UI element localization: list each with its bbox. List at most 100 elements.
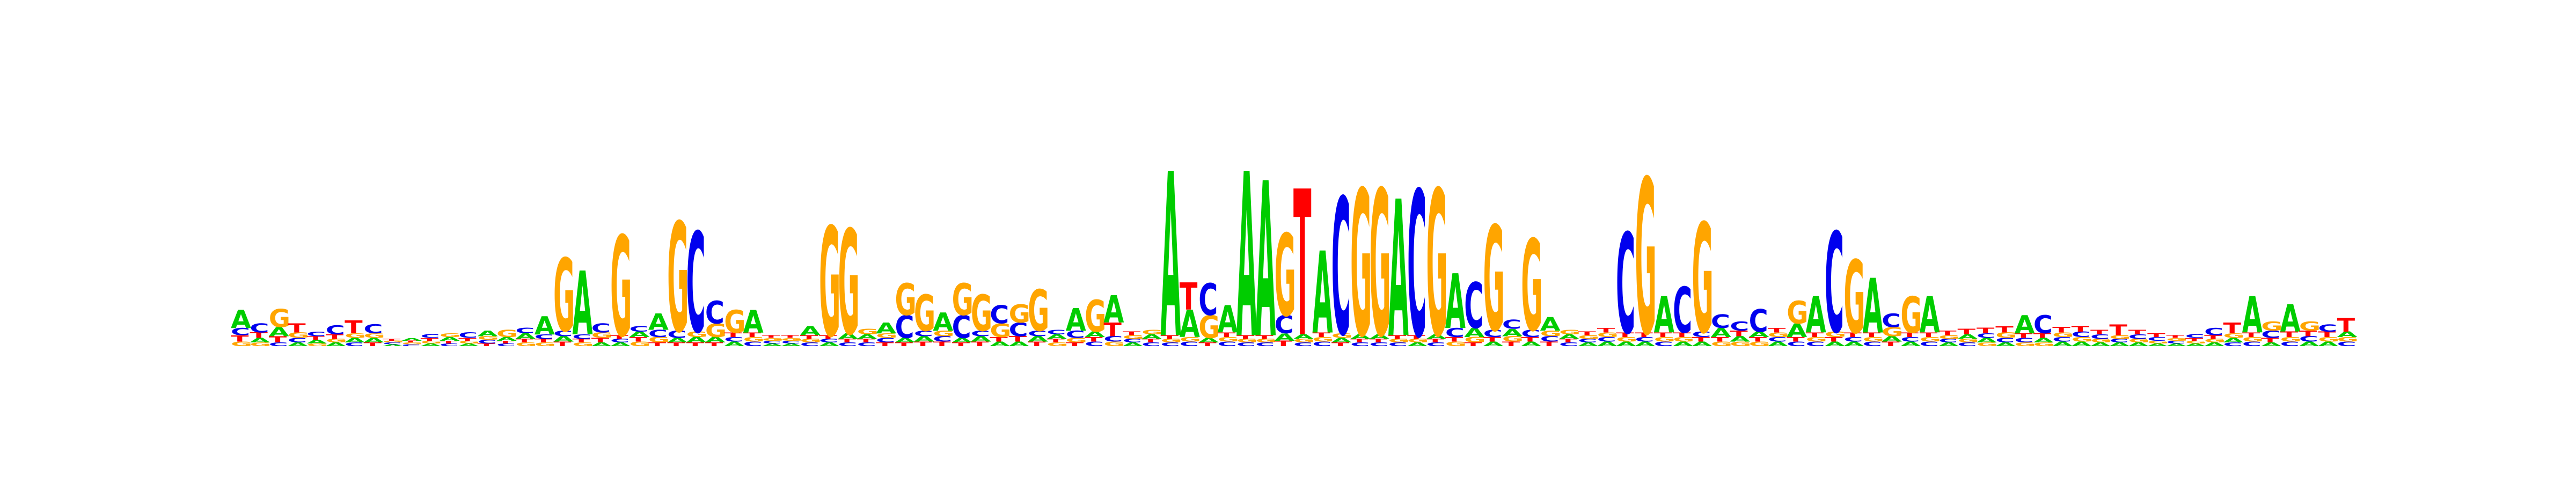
logo-letter-t-pos-81: T: [1749, 336, 1767, 343]
logo-letter-a-pos-18: A: [553, 334, 574, 343]
logo-letter-a-pos-100: A: [2109, 342, 2130, 348]
logo-letter-a-pos-61: A: [1369, 333, 1390, 340]
logo-letter-g-pos-15: G: [496, 328, 518, 340]
logo-letter-g-pos-19: G: [572, 342, 594, 348]
logo-letter-t-pos-38: T: [933, 341, 951, 348]
logo-letter-g-pos-39: G: [952, 275, 974, 325]
logo-letter-a-pos-101: A: [2128, 342, 2149, 348]
logo-letter-a-pos-65: A: [1445, 259, 1466, 346]
logo-letter-a-pos-86: A: [1843, 341, 1864, 348]
logo-letter-g-pos-3: G: [269, 304, 290, 333]
logo-letter-g-pos-75: G: [1635, 135, 1656, 383]
logo-letter-a-pos-82: A: [1768, 341, 1789, 348]
logo-letter-a-pos-21: A: [610, 342, 631, 348]
logo-letter-a-pos-45: A: [1066, 302, 1086, 338]
logo-letter-c-pos-98: C: [2072, 330, 2091, 339]
logo-letter-g-pos-78: G: [1692, 193, 1714, 368]
logo-letter-t-pos-42: T: [1009, 334, 1027, 343]
logo-letter-c-pos-92: C: [1958, 342, 1977, 348]
logo-letter-c-pos-82: C: [1768, 336, 1787, 343]
logo-letter-t-pos-63: T: [1407, 334, 1425, 340]
logo-letter-a-pos-108: A: [2261, 342, 2282, 348]
logo-letter-a-pos-87: A: [1863, 263, 1883, 350]
logo-letter-c-pos-105: C: [2204, 326, 2223, 338]
logo-letter-g-pos-111: G: [2318, 336, 2339, 343]
logo-letter-t-pos-70: T: [1540, 341, 1558, 348]
logo-letter-t-pos-1: T: [231, 333, 249, 343]
logo-letter-a-pos-42: A: [1009, 341, 1030, 348]
logo-letter-t-pos-111: T: [2318, 330, 2336, 339]
logo-letter-t-pos-85: T: [1825, 336, 1843, 343]
logo-letter-a-pos-51: A: [1180, 303, 1200, 346]
logo-letter-g-pos-52: G: [1198, 309, 1220, 346]
logo-letter-t-pos-99: T: [2090, 328, 2109, 335]
logo-letter-t-pos-56: T: [1275, 339, 1293, 348]
logo-letter-a-pos-13: A: [458, 343, 479, 347]
logo-letter-a-pos-26: A: [705, 335, 726, 345]
logo-letter-c-pos-16: C: [515, 326, 535, 335]
logo-letter-t-pos-23: T: [648, 342, 666, 348]
logo-letter-c-pos-49: C: [1141, 342, 1161, 348]
logo-letter-a-pos-80: A: [1730, 334, 1750, 343]
logo-letter-t-pos-6: T: [326, 333, 344, 340]
logo-letter-g-pos-71: G: [1559, 328, 1580, 335]
logo-letter-a-pos-37: A: [914, 334, 934, 343]
logo-letter-c-pos-12: C: [440, 343, 459, 347]
logo-letter-c-pos-13: C: [458, 331, 478, 340]
logo-letter-g-pos-62: G: [1388, 338, 1410, 344]
logo-letter-c-pos-74: C: [1616, 206, 1635, 365]
logo-letter-a-pos-112: A: [2337, 330, 2358, 339]
logo-letter-t-pos-74: T: [1616, 332, 1634, 339]
letter-stacks: GTCAGATCCTAGACGTGATCAGTCCAGTTAGCACGTCGTA…: [231, 127, 2359, 389]
logo-letter-t-pos-102: T: [2147, 333, 2165, 339]
logo-letter-a-pos-4: A: [288, 342, 309, 348]
logo-letter-a-pos-47: A: [1103, 288, 1124, 332]
logo-letter-t-pos-65: T: [1445, 336, 1463, 343]
logo-letter-g-pos-29: G: [762, 337, 784, 341]
logo-letter-a-pos-5: A: [306, 339, 327, 345]
logo-letter-g-pos-2: G: [250, 342, 271, 348]
logo-letter-c-pos-48: C: [1123, 338, 1142, 344]
logo-letter-c-pos-104: C: [2185, 333, 2205, 339]
logo-letter-g-pos-110: G: [2299, 319, 2321, 334]
logo-letter-g-pos-59: G: [1331, 332, 1353, 339]
logo-letter-c-pos-31: C: [800, 342, 819, 348]
logo-letter-a-pos-67: A: [1483, 341, 1504, 348]
logo-letter-c-pos-26: C: [705, 294, 724, 331]
logo-letter-a-pos-35: A: [876, 320, 896, 337]
logo-letter-t-pos-43: T: [1028, 341, 1046, 348]
logo-letter-t-pos-76: T: [1654, 332, 1672, 339]
logo-letter-t-pos-31: T: [800, 334, 818, 340]
logo-letter-a-pos-9: A: [383, 344, 403, 347]
logo-letter-a-pos-46: A: [1085, 330, 1105, 339]
logo-letter-t-pos-61: T: [1369, 338, 1387, 344]
logo-letter-t-pos-20: T: [591, 337, 610, 344]
logo-letter-t-pos-17: T: [535, 338, 552, 344]
logo-letter-g-pos-91: G: [1938, 334, 1960, 340]
logo-letter-g-pos-79: G: [1711, 341, 1732, 348]
logo-letter-c-pos-78: C: [1692, 330, 1711, 339]
logo-letter-c-pos-76: C: [1654, 341, 1673, 348]
logo-letter-a-pos-90: A: [1920, 286, 1940, 345]
logo-letter-t-pos-77: T: [1673, 332, 1691, 339]
logo-letter-c-pos-38: C: [933, 334, 952, 343]
logo-letter-a-pos-3: A: [269, 325, 289, 339]
logo-letter-c-pos-6: C: [326, 323, 345, 338]
logo-letter-a-pos-110: A: [2299, 341, 2320, 348]
logo-letter-a-pos-74: A: [1616, 341, 1637, 348]
logo-letter-g-pos-76: G: [1654, 336, 1675, 343]
logo-letter-t-pos-46: T: [1085, 336, 1103, 343]
logo-letter-t-pos-89: T: [1900, 332, 1919, 339]
logo-letter-a-pos-23: A: [648, 309, 669, 335]
logo-letter-t-pos-64: T: [1426, 338, 1444, 344]
logo-letter-c-pos-101: C: [2128, 333, 2148, 340]
logo-letter-a-pos-31: A: [800, 324, 821, 338]
logo-letter-c-pos-43: C: [1028, 329, 1047, 338]
logo-letter-t-pos-44: T: [1046, 338, 1064, 344]
logo-letter-c-pos-54: C: [1236, 342, 1256, 348]
logo-letter-c-pos-111: C: [2318, 323, 2337, 334]
logo-letter-c-pos-81: C: [1749, 303, 1768, 339]
logo-letter-g-pos-74: G: [1616, 336, 1637, 343]
logo-letter-t-pos-73: T: [1597, 327, 1615, 334]
